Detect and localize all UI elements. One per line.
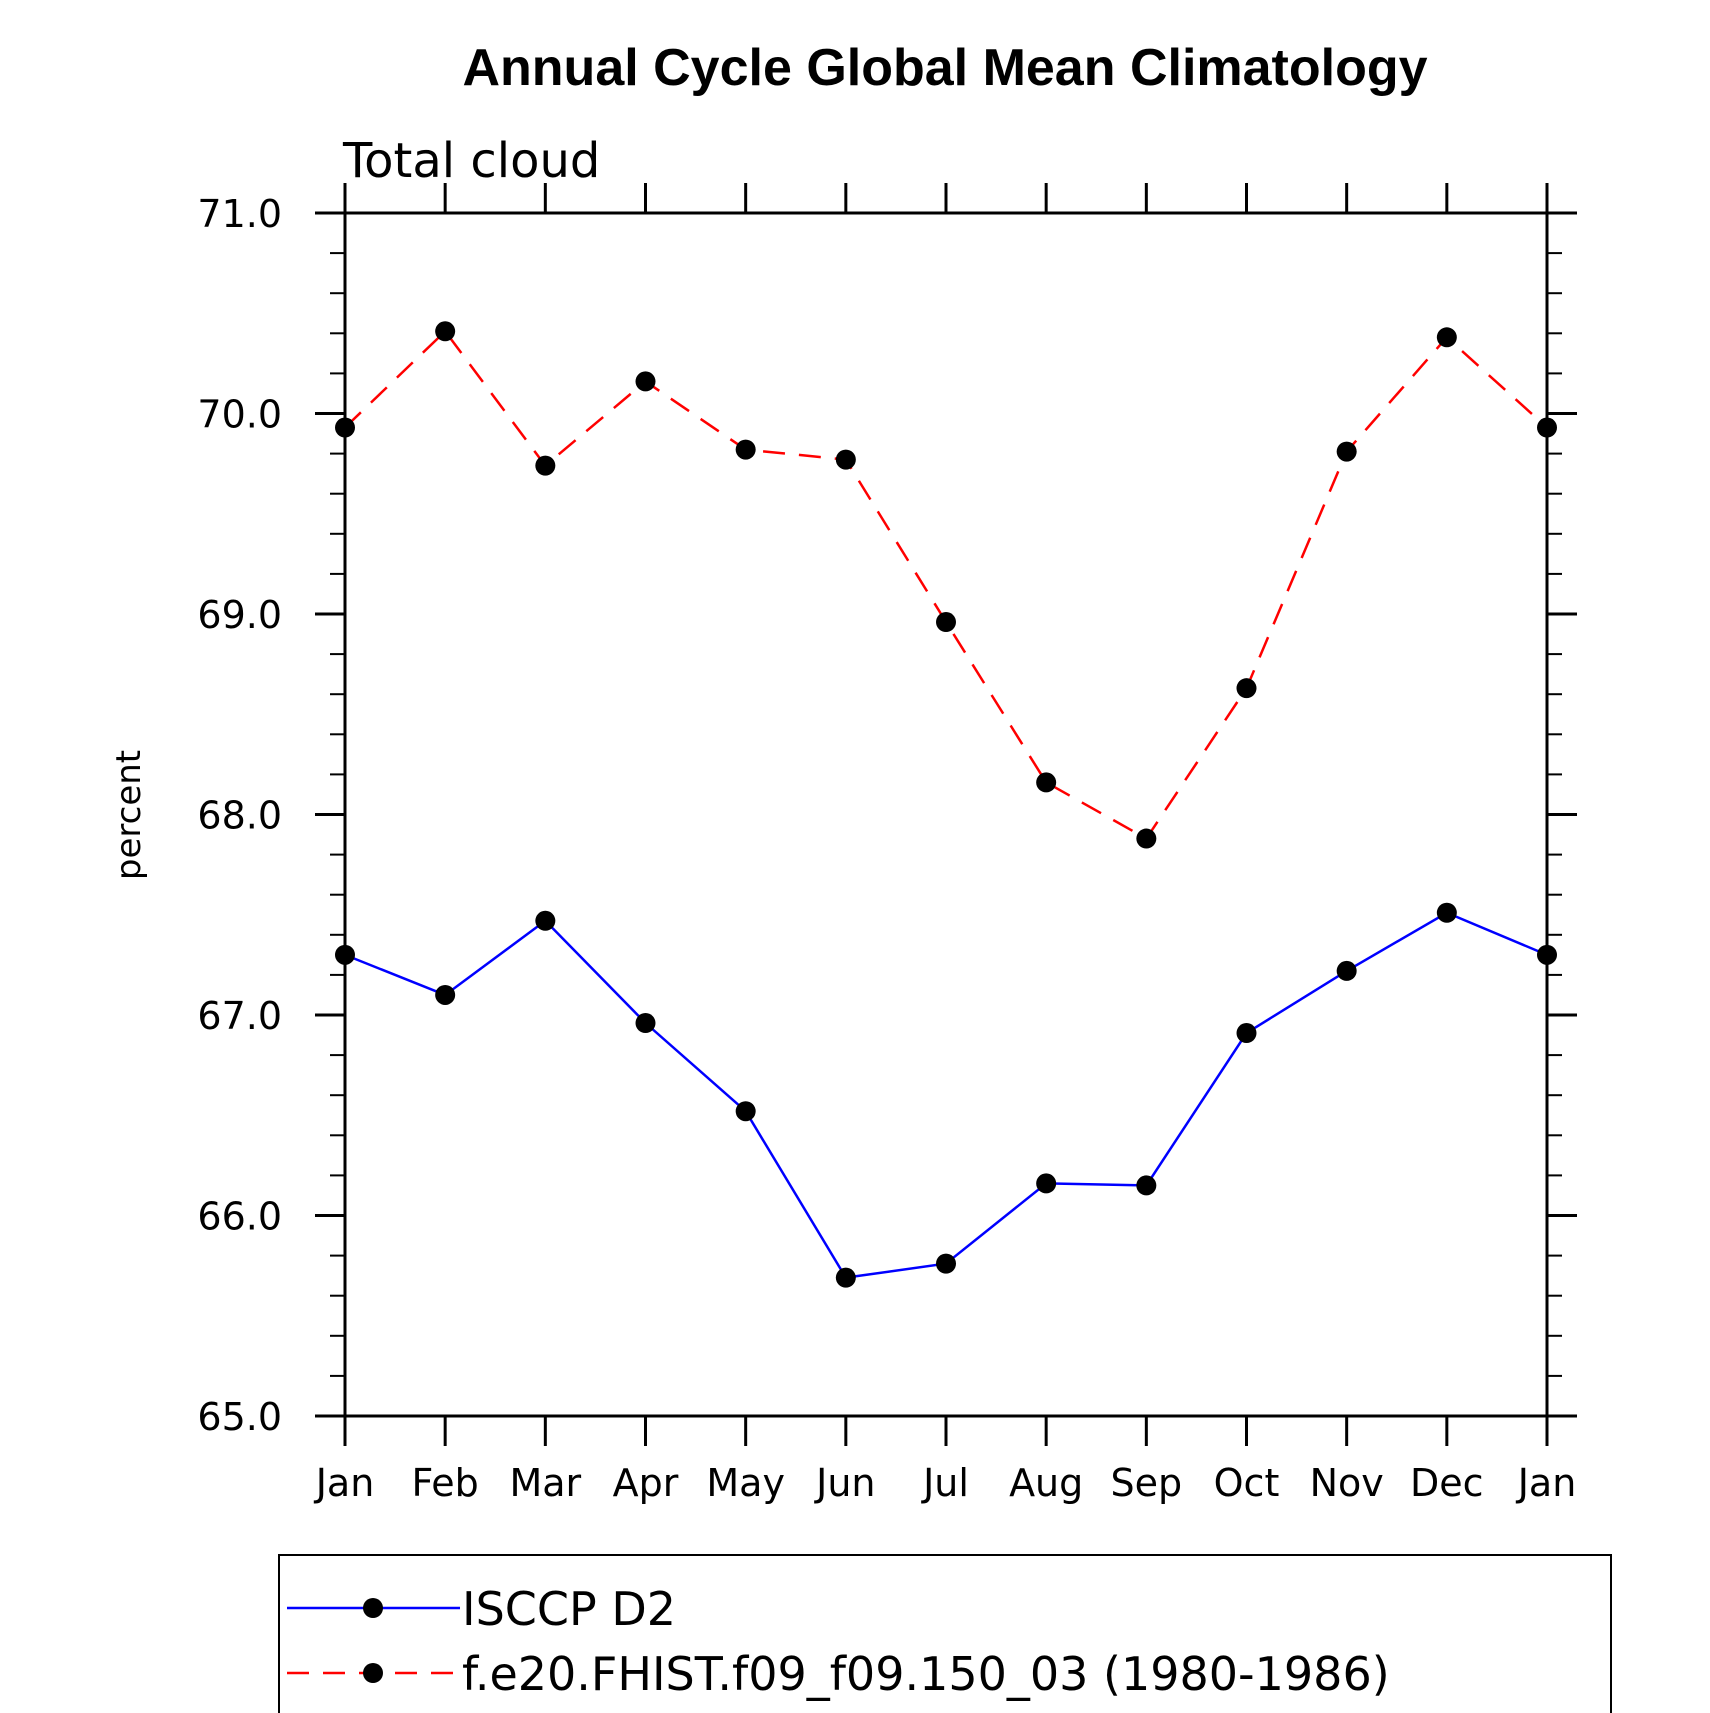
x-tick-label: Jan	[1516, 1461, 1577, 1505]
series-line-0	[344, 911, 1548, 1280]
series-1-point	[1336, 441, 1357, 462]
series-1-point	[735, 439, 756, 460]
x-tick-label: May	[706, 1461, 785, 1505]
series-1-point	[1537, 417, 1557, 438]
x-tick-label: Oct	[1214, 1461, 1280, 1505]
series-0-point	[1436, 902, 1457, 923]
x-tick-label: Dec	[1410, 1461, 1484, 1505]
series-layer	[335, 321, 1557, 1288]
series-1-point	[1136, 828, 1157, 849]
series-0-point	[735, 1101, 756, 1122]
series-1-point	[335, 417, 355, 438]
series-1-point	[936, 612, 956, 633]
x-tick-label: Mar	[509, 1461, 581, 1505]
y-axis-label: percent	[109, 750, 149, 880]
series-0-point	[635, 1013, 656, 1034]
legend-label-0: ISCCP D2	[462, 1582, 676, 1636]
y-tick-label: 70.0	[197, 393, 282, 437]
series-1-point	[635, 371, 656, 392]
series-0-point	[435, 984, 456, 1005]
legend-marker-1	[363, 1663, 383, 1683]
y-tick-label: 69.0	[197, 593, 282, 637]
plot-frame	[343, 211, 1549, 1418]
series-1-point	[1436, 327, 1457, 348]
x-tick-label: Jun	[814, 1461, 875, 1505]
series-0-point	[936, 1253, 956, 1274]
legend-entries: ISCCP D2 f.e20.FHIST.f09_f09.150_03 (1980…	[287, 1582, 1390, 1701]
y-tick-label: 67.0	[197, 994, 282, 1038]
series-0-point	[1537, 944, 1557, 965]
y-tick-label: 68.0	[197, 794, 282, 838]
x-tick-label: Feb	[412, 1461, 479, 1505]
x-tick-label: Apr	[613, 1461, 679, 1505]
series-1-point	[535, 455, 556, 476]
legend: ISCCP D2 f.e20.FHIST.f09_f09.150_03 (1980…	[278, 1554, 1612, 1713]
legend-box	[278, 1554, 1612, 1713]
axes: Jan Feb Mar Apr May Jun Jul Aug Sep Oct Nov Dec Jan 6…	[197, 183, 1577, 1505]
x-tick-label: Sep	[1111, 1461, 1183, 1505]
series-1-point	[435, 321, 456, 342]
series-1-point	[1236, 678, 1257, 699]
x-tick-label: Aug	[1009, 1461, 1083, 1505]
series-1-point	[1036, 772, 1057, 793]
x-tick-label: Jan	[314, 1461, 375, 1505]
series-0-point	[1236, 1023, 1257, 1044]
series-0-point	[835, 1267, 856, 1288]
series-line-1	[344, 329, 1548, 841]
y-tick-label: 66.0	[197, 1195, 282, 1239]
legend-marker-0	[363, 1598, 383, 1618]
y-tick-label: 65.0	[197, 1395, 282, 1439]
series-0-point	[535, 910, 556, 931]
chart-title: Annual Cycle Global Mean Climatology	[462, 39, 1427, 97]
x-tick-label: Nov	[1310, 1461, 1384, 1505]
legend-label-1: f.e20.FHIST.f09_f09.150_03 (1980-1986)	[462, 1647, 1390, 1701]
y-tick-label: 71.0	[197, 192, 282, 236]
series-0-point	[1336, 960, 1357, 981]
series-1-point	[835, 449, 856, 470]
series-0-point	[1136, 1175, 1157, 1196]
chart-subtitle: Total cloud	[342, 133, 600, 189]
series-0-point	[1036, 1173, 1057, 1194]
series-0-point	[335, 944, 355, 965]
x-tick-label: Jul	[921, 1461, 969, 1505]
